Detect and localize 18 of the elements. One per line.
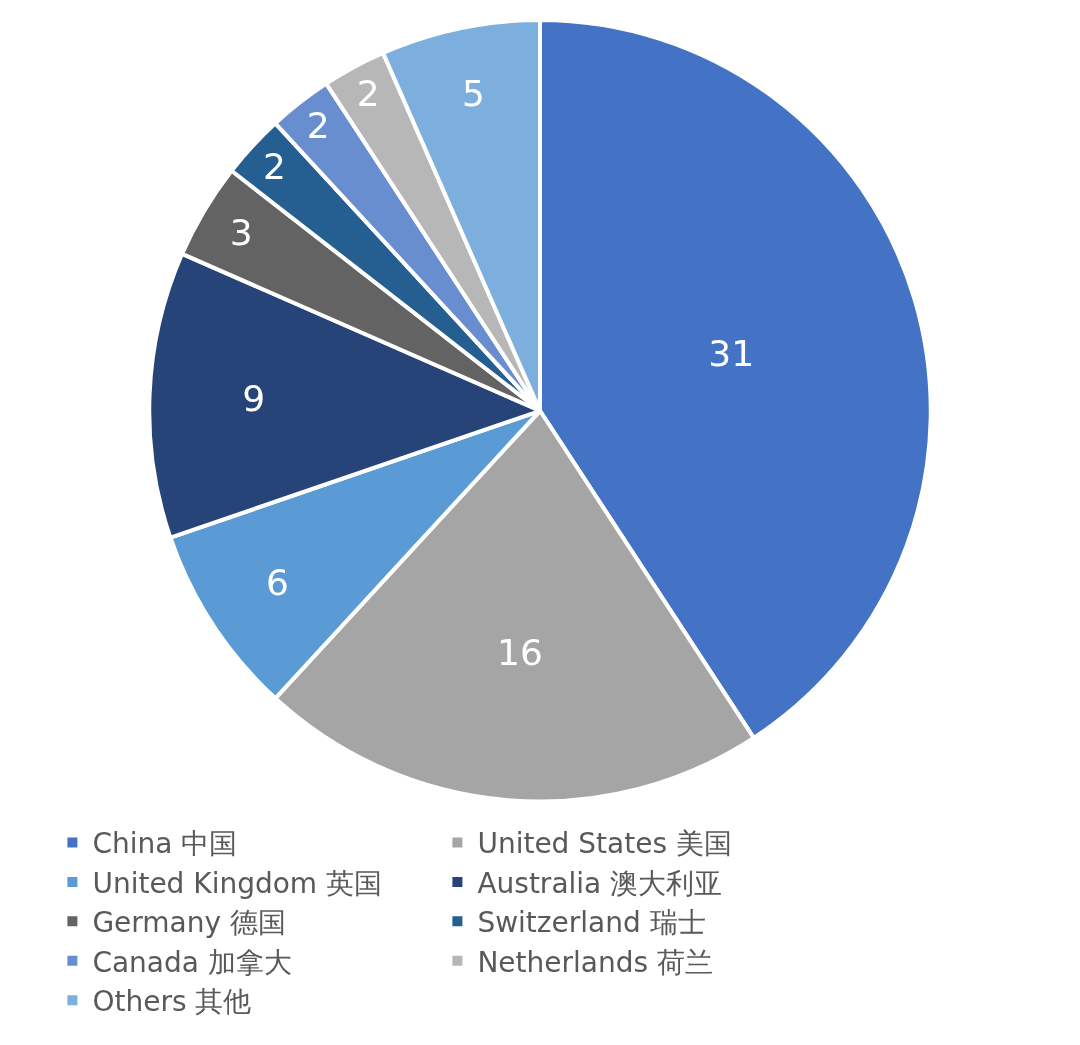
legend-label: United Kingdom 英国 — [92, 866, 383, 900]
legend-label: Netherlands 荷兰 — [477, 945, 713, 979]
legend-label: China 中国 — [92, 827, 238, 861]
legend-label: Others 其他 — [92, 985, 252, 1019]
data-label: 5 — [462, 72, 485, 114]
legend-label: Switzerland 瑞士 — [477, 906, 706, 940]
data-label: 3 — [229, 212, 253, 254]
legend-label: Australia 澳大利亚 — [477, 866, 723, 900]
data-label: 9 — [242, 378, 266, 420]
data-label: 16 — [497, 631, 543, 673]
data-label: 2 — [262, 145, 286, 187]
legend-label: United States 美国 — [477, 827, 732, 861]
data-label: 6 — [265, 561, 289, 603]
legend-label: Canada 加拿大 — [92, 945, 292, 979]
data-label: 2 — [356, 72, 380, 114]
legend-label: Germany 德国 — [92, 906, 286, 940]
data-label: 2 — [306, 105, 330, 147]
data-label: 31 — [708, 333, 755, 375]
